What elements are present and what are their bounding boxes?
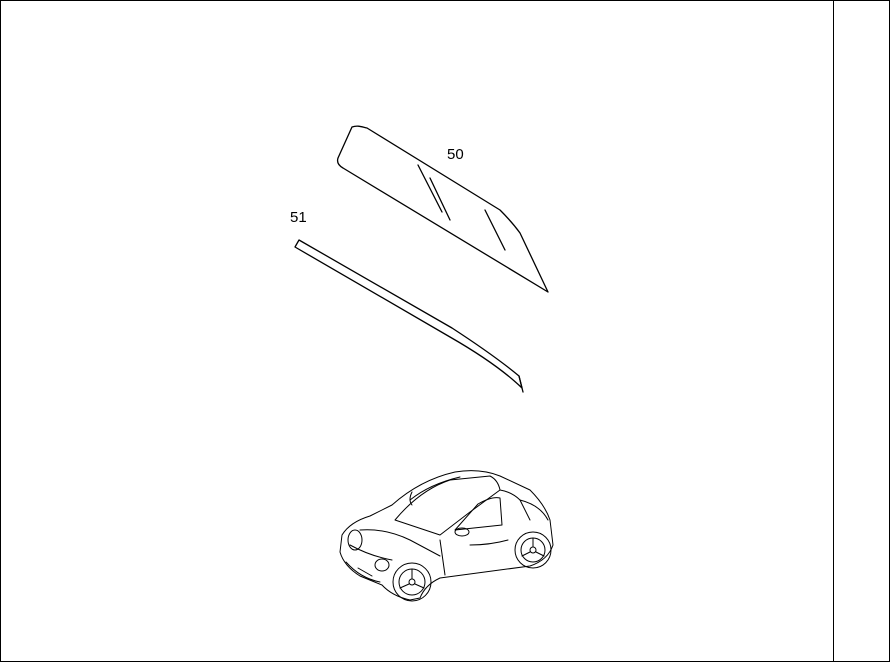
vehicle-overview-illustration — [339, 470, 554, 602]
callout-label-51: 51 — [290, 209, 307, 226]
window-glass-part-50[interactable] — [336, 125, 549, 293]
right-margin-divider — [833, 0, 834, 662]
callout-label-50: 50 — [447, 146, 464, 163]
seal-strip-part-51[interactable] — [294, 239, 524, 393]
